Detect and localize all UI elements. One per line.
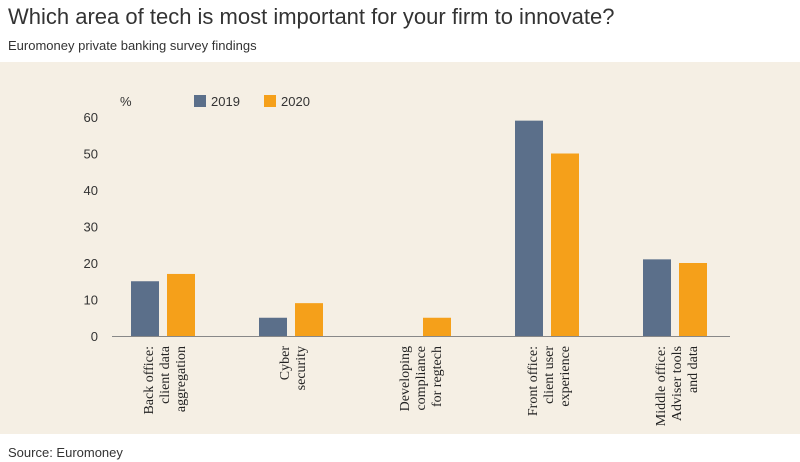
- x-tick-label-line: Front office:: [526, 346, 541, 416]
- source-note: Source: Euromoney: [8, 445, 123, 460]
- bar: [259, 317, 287, 336]
- x-tick-label: Front office:client userexperience: [526, 346, 573, 416]
- x-tick-label-line: Cyber: [278, 346, 293, 381]
- bar: [131, 281, 159, 336]
- y-tick-label: 10: [84, 293, 98, 308]
- y-tick-label: 0: [91, 329, 98, 344]
- chart-subtitle: Euromoney private banking survey finding…: [8, 38, 257, 53]
- legend-label: 2020: [281, 94, 310, 109]
- x-tick-label-line: Back office:: [142, 346, 157, 415]
- legend-swatch: [194, 95, 206, 107]
- bar: [679, 263, 707, 336]
- x-tick-label-line: security: [294, 346, 309, 390]
- x-tick-label-line: Developing: [398, 346, 413, 411]
- x-tick-label-line: client data: [158, 345, 173, 404]
- x-tick-label-line: client user: [542, 346, 557, 404]
- x-tick-label-line: and data: [686, 345, 701, 393]
- bar: [551, 153, 579, 336]
- x-tick-label: Cybersecurity: [278, 346, 309, 391]
- x-tick-label: Developingcompliancefor regtech: [398, 346, 445, 411]
- chart-title: Which area of tech is most important for…: [8, 4, 615, 29]
- bar: [167, 273, 195, 336]
- y-tick-label: 60: [84, 110, 98, 125]
- bar: [515, 120, 543, 337]
- x-tick-label-line: compliance: [414, 346, 429, 411]
- bar: [643, 259, 671, 336]
- y-tick-label: 20: [84, 256, 98, 271]
- legend-swatch: [264, 95, 276, 107]
- x-tick-label-line: aggregation: [174, 346, 189, 412]
- footer: [0, 434, 800, 462]
- x-tick-label-line: Middle office:: [654, 346, 669, 426]
- x-tick-label: Middle office:Adviser toolsand data: [654, 345, 701, 426]
- x-tick-label-line: for regtech: [430, 346, 445, 407]
- y-tick-label: 50: [84, 147, 98, 162]
- x-tick-label-line: experience: [558, 346, 573, 407]
- y-tick-label: 30: [84, 220, 98, 235]
- y-axis-label: %: [120, 94, 132, 109]
- legend-label: 2019: [211, 94, 240, 109]
- chart-panel: [0, 62, 800, 434]
- x-tick-label-line: Adviser tools: [670, 346, 685, 421]
- x-tick-label: Back office:client dataaggregation: [142, 345, 189, 414]
- header: [0, 0, 800, 62]
- bar: [295, 303, 323, 336]
- bar: [423, 317, 451, 336]
- y-tick-label: 40: [84, 183, 98, 198]
